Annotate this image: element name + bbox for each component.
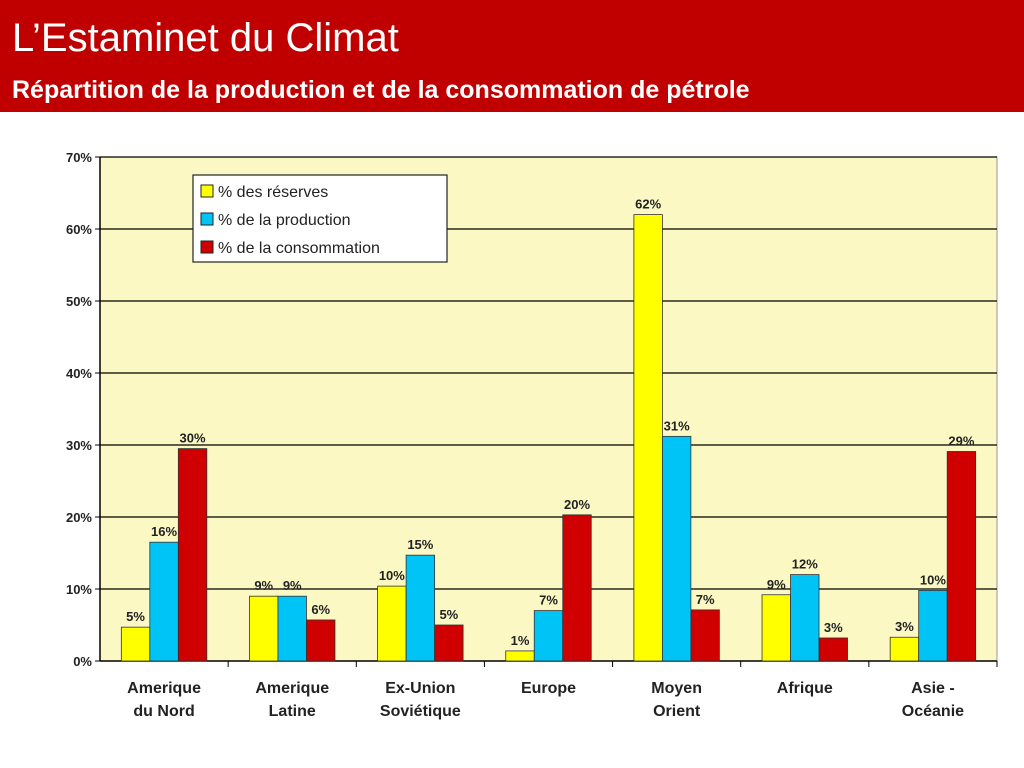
- data-label: 1%: [511, 633, 530, 648]
- x-category-label: Moyen Orient: [651, 680, 702, 720]
- bar-consommation: [434, 624, 464, 662]
- data-label: 29%: [948, 433, 974, 448]
- x-category-label-line: Soviétique: [380, 703, 461, 720]
- x-category-label: Afrique: [777, 680, 833, 697]
- legend-label: % de la consommation: [218, 240, 380, 257]
- y-tick-label: 30%: [66, 438, 92, 453]
- bar-consommation: [306, 619, 336, 662]
- data-label: 9%: [283, 578, 302, 593]
- y-tick-label: 60%: [66, 222, 92, 237]
- y-tick-label: 40%: [66, 366, 92, 381]
- bar-consommation: [946, 451, 977, 662]
- data-label: 7%: [696, 592, 715, 607]
- legend-box: [192, 174, 448, 263]
- x-category-label: Amerique Latine: [255, 680, 329, 720]
- x-category-label-line: Afrique: [777, 680, 833, 697]
- x-category-label-line: Latine: [269, 703, 316, 720]
- x-category-label-line: Amerique: [127, 680, 201, 697]
- y-tick-label: 50%: [66, 294, 92, 309]
- x-category-label-line: Amerique: [255, 680, 329, 697]
- data-label: 7%: [539, 593, 558, 608]
- bar-consommation: [177, 448, 208, 662]
- legend-label: % des réserves: [218, 184, 328, 201]
- data-label: 20%: [564, 497, 590, 512]
- data-label: 30%: [180, 431, 206, 446]
- data-label: 5%: [439, 607, 458, 622]
- data-label: 9%: [254, 578, 273, 593]
- slide-subtitle: Répartition de la production et de la co…: [12, 76, 750, 104]
- data-label: 31%: [664, 418, 690, 433]
- bar-production: [405, 554, 436, 662]
- bar-reserves: [633, 214, 663, 662]
- bar-reserves: [505, 650, 535, 662]
- bar-production: [918, 590, 948, 662]
- bar-reserves: [377, 585, 407, 662]
- y-tick-label: 20%: [66, 510, 92, 525]
- data-label: 3%: [895, 619, 914, 634]
- bar-production: [533, 610, 564, 662]
- data-label: 5%: [126, 609, 145, 624]
- bar-reserves: [120, 626, 151, 662]
- legend-swatch: [200, 184, 214, 198]
- legend-label: % de la production: [218, 212, 351, 229]
- data-label: 10%: [920, 572, 946, 587]
- y-tick-label: 0%: [73, 654, 92, 669]
- data-label: 62%: [635, 197, 661, 212]
- bar-consommation: [562, 514, 592, 662]
- bar-consommation: [818, 637, 848, 662]
- data-label: 12%: [792, 557, 818, 572]
- slide-header: L’Estaminet du Climat Répartition de la …: [0, 0, 1024, 112]
- data-label: 16%: [151, 524, 177, 539]
- x-category-label: Ex-Union Soviétique: [380, 680, 461, 720]
- data-label: 9%: [767, 577, 786, 592]
- x-category-label-line: Ex-Union: [385, 680, 455, 697]
- oil-distribution-bar-chart: 0% 10% 20% 30% 40% 50% 60% 70% 5% 16% 30% Amerique d…: [66, 150, 998, 720]
- x-category-label-line: Asie -: [911, 680, 955, 697]
- x-category-label-line: Europe: [521, 680, 576, 697]
- x-category-label: Asie - Océanie: [902, 680, 964, 720]
- x-category-label-line: du Nord: [133, 703, 194, 720]
- bar-production: [277, 595, 307, 662]
- bar-consommation: [690, 609, 720, 662]
- bar-production: [149, 541, 179, 662]
- bar-reserves: [761, 594, 791, 662]
- x-category-label: Amerique du Nord: [127, 680, 201, 720]
- data-label: 6%: [311, 602, 330, 617]
- bar-production: [661, 435, 692, 662]
- y-tick-label: 10%: [66, 582, 92, 597]
- y-tick-label: 70%: [66, 150, 92, 165]
- data-label: 10%: [379, 568, 405, 583]
- data-label: 15%: [407, 537, 433, 552]
- data-label: 3%: [824, 620, 843, 635]
- bar-production: [790, 574, 820, 662]
- legend-swatch: [200, 212, 214, 226]
- x-category-label-line: Orient: [653, 703, 701, 720]
- slide-title: L’Estaminet du Climat: [12, 16, 399, 60]
- x-category-label-line: Océanie: [902, 703, 964, 720]
- bar-reserves: [889, 636, 920, 662]
- x-category-label: Europe: [521, 680, 576, 697]
- bar-reserves: [249, 595, 279, 662]
- legend-swatch: [200, 240, 214, 254]
- x-category-label-line: Moyen: [651, 680, 702, 697]
